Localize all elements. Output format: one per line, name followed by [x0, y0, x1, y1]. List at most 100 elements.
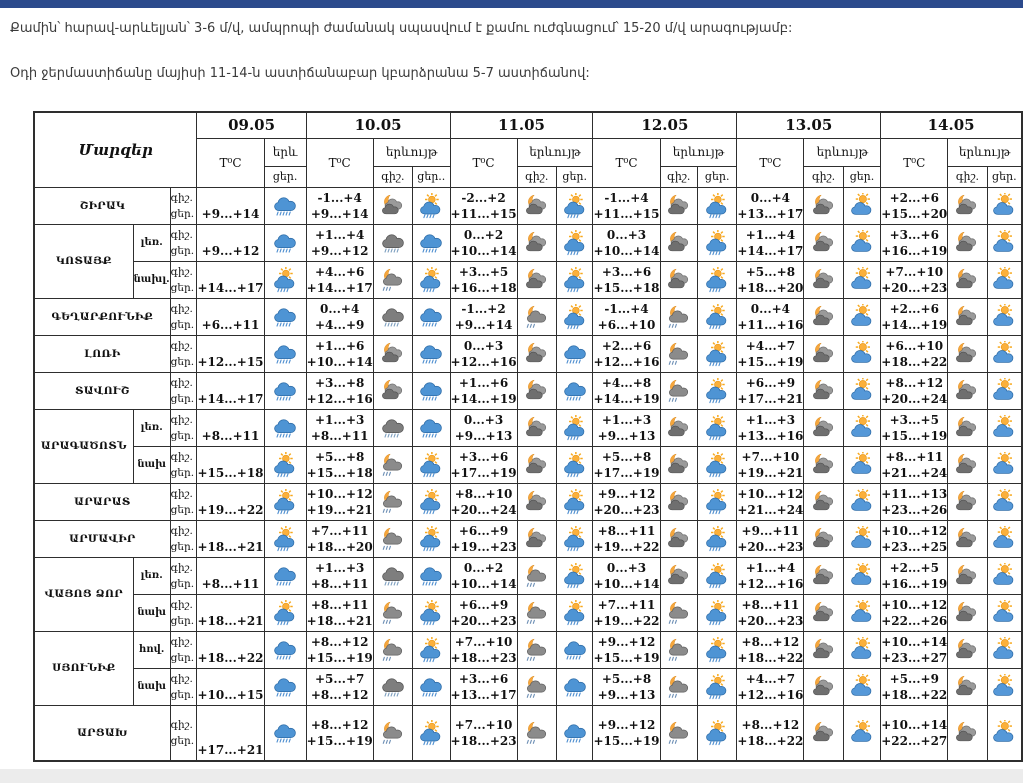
day-temp: +22...+26	[881, 613, 948, 628]
night-temp: +10...+14	[881, 634, 948, 649]
night-temp: +8...+11	[310, 597, 369, 612]
day-temp: +23...+25	[881, 539, 948, 554]
moon-cloud-icon	[805, 674, 842, 700]
sun-cloud-icon	[844, 192, 879, 219]
sun-cloud-icon	[844, 303, 879, 330]
day-temp: +12...+16	[737, 576, 804, 591]
date-header: 14.05	[880, 111, 1023, 139]
temp-cell: +5...+8 +9...+13	[592, 667, 661, 706]
day-icon-cell	[555, 186, 594, 225]
sun-cloud-icon	[844, 414, 879, 441]
temp-cell: +3...+6 +17...+19	[449, 445, 518, 484]
period-label-cell: գիշ. ցեր.	[169, 297, 198, 336]
dark-rain-icon	[374, 563, 411, 589]
night-icon-cell	[659, 408, 699, 447]
temp-cell: +8...+11 +18...+21	[305, 593, 374, 632]
night-temp: +10...+12	[306, 486, 373, 501]
temp-cell: 0...+3 +9...+13	[449, 408, 518, 447]
day-icon-cell	[986, 408, 1023, 447]
night-temp: +8...+10	[454, 486, 513, 501]
night-icon-cell	[516, 630, 557, 669]
bottom-strip	[0, 769, 1023, 783]
sun-cloud-icon	[988, 229, 1021, 256]
sun-cloud-icon	[844, 719, 879, 746]
moon-cloud-icon	[374, 378, 411, 404]
day-temp: +18...+22	[737, 733, 804, 748]
day-icon-cell	[842, 334, 882, 373]
night-label: գիշ.	[170, 339, 193, 352]
period-label-cell: գիշ. ցեր.	[169, 593, 198, 632]
day-icon-cell	[842, 519, 882, 558]
day-temp: +18...+20	[306, 539, 373, 554]
temp-cell: +6...+9 +17...+21	[736, 371, 805, 410]
night-icon-cell	[372, 445, 414, 484]
day-icon-cell	[412, 556, 451, 595]
night-icon-cell	[803, 260, 844, 299]
rain-icon	[414, 341, 449, 367]
sun-cloud-icon	[988, 340, 1021, 367]
night-label: գիշ.	[170, 487, 193, 500]
night-temp: +3...+6	[889, 227, 939, 242]
sun-rain-cloud-icon	[699, 303, 736, 330]
moon-cloud-rain-icon	[374, 637, 411, 663]
night-temp: +10...+12	[881, 597, 948, 612]
night-icon-cell	[947, 371, 988, 410]
period-label-cell: գիշ. ցեր.	[169, 519, 198, 558]
moon-cloud-icon	[949, 378, 986, 404]
sun-cloud-icon	[988, 599, 1021, 626]
day-temp: +19...+21	[737, 465, 804, 480]
day-icon-cell	[986, 297, 1023, 336]
day-temp: +9...+14	[310, 206, 369, 221]
day-label: ցեր.	[170, 651, 195, 664]
day-temp: +20...+23	[737, 539, 804, 554]
day-icon-cell	[986, 445, 1023, 484]
night-col-header: գիշ.	[516, 165, 557, 188]
temp-cell: +10...+12 +19...+21	[305, 482, 374, 521]
day-icon-cell	[412, 445, 451, 484]
sun-rain-cloud-icon	[414, 719, 449, 746]
dark-rain-icon	[374, 304, 411, 330]
moon-cloud-icon	[805, 341, 842, 367]
sun-cloud-icon	[988, 525, 1021, 552]
temp-cell: 0...+4 +11...+16	[736, 297, 805, 336]
day-icon-cell	[263, 519, 307, 558]
moon-cloud-icon	[805, 193, 842, 219]
day-icon-cell	[986, 556, 1023, 595]
phenomenon-header: երևույթ	[659, 137, 738, 167]
sun-rain-cloud-icon	[699, 192, 736, 219]
night-icon-cell	[659, 593, 699, 632]
temp-cell: +3...+6 +15...+18	[592, 260, 661, 299]
night-icon-cell	[803, 297, 844, 336]
sun-cloud-icon	[988, 303, 1021, 330]
temp-cell: 0...+3 +10...+14	[592, 556, 661, 595]
night-temp: -1...+4	[604, 190, 649, 205]
day-temp: +20...+24	[881, 391, 948, 406]
sun-rain-cloud-icon	[557, 488, 592, 515]
temp-cell: +1...+6 +14...+19	[449, 371, 518, 410]
sun-rain-cloud-icon	[699, 525, 736, 552]
sun-cloud-icon	[988, 488, 1021, 515]
night-icon-cell	[372, 223, 414, 262]
temp-cell: -1...+4 +9...+14	[305, 186, 374, 225]
night-icon-cell	[659, 667, 699, 706]
night-label: գիշ.	[170, 450, 193, 463]
phenomenon-header: երևույթ	[947, 137, 1023, 167]
day-icon-cell	[986, 186, 1023, 225]
night-temp: +1...+3	[315, 412, 365, 427]
temp-cell: +18...+21	[196, 519, 265, 558]
moon-cloud-rain-icon	[661, 341, 696, 367]
subzone-cell: լեռ.	[132, 223, 171, 262]
temp-cell: +8...+12 +18...+22	[736, 704, 805, 762]
moon-cloud-rain-icon	[518, 600, 555, 626]
day-temp: +10...+14	[593, 576, 660, 591]
night-temp: +3...+6	[601, 264, 652, 279]
day-icon-cell	[986, 630, 1023, 669]
temp-cell: +7...+10 +18...+23	[449, 704, 518, 762]
night-temp: +5...+8	[745, 264, 796, 279]
temp-cell: +1...+3 +8...+11	[305, 408, 374, 447]
sun-rain-cloud-icon	[414, 636, 449, 663]
night-icon-cell	[372, 334, 414, 373]
night-icon-cell	[659, 519, 699, 558]
temp-cell: +2...+6 +14...+19	[880, 297, 949, 336]
region-cell: ԼՈՌԻ	[33, 334, 171, 373]
